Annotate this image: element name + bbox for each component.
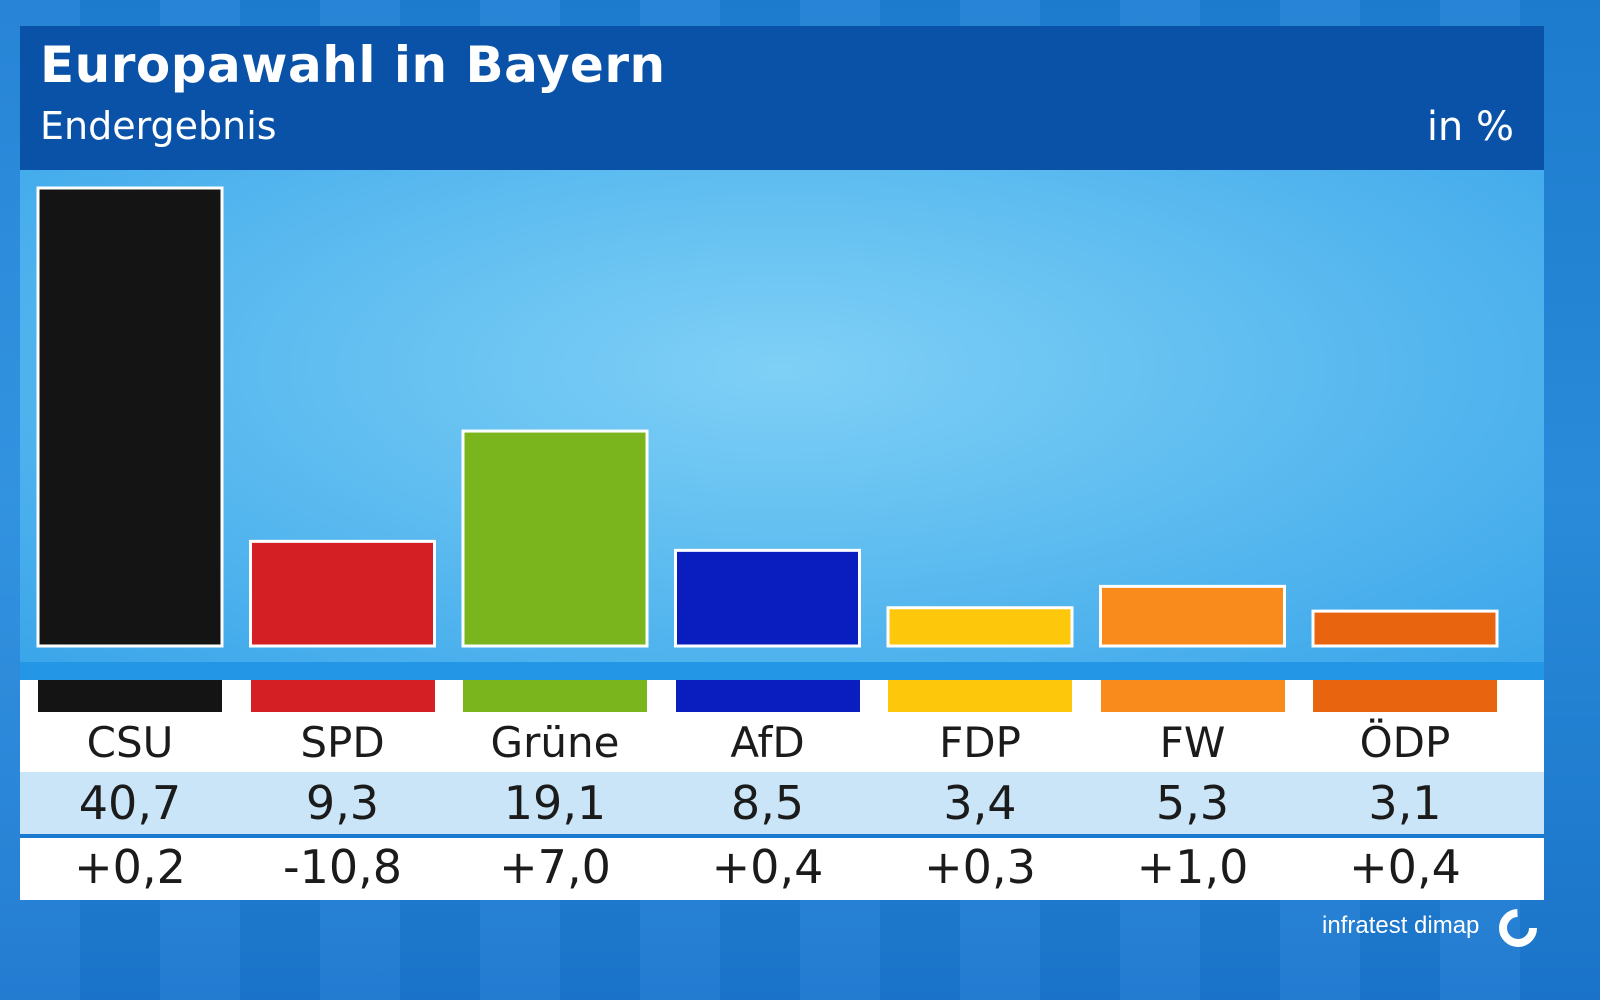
table-column: FW 5,3 +1,0 xyxy=(1100,680,1285,900)
bar-chart xyxy=(36,186,1499,648)
party-label: FDP xyxy=(939,718,1021,767)
change-label: +0,3 xyxy=(924,840,1036,894)
chart-title: Europawahl in Bayern xyxy=(40,36,666,94)
bar-fw xyxy=(1099,584,1286,648)
values-row-background xyxy=(20,772,1544,834)
party-color-swatch xyxy=(1313,680,1497,712)
party-label: Grüne xyxy=(490,718,620,767)
party-label: ÖDP xyxy=(1359,718,1451,767)
value-label: 19,1 xyxy=(503,776,607,830)
row-separator xyxy=(20,834,1544,838)
change-label: +1,0 xyxy=(1136,840,1249,894)
bar-ödp xyxy=(1311,609,1499,648)
party-label: AfD xyxy=(730,718,805,767)
party-label: SPD xyxy=(300,718,385,767)
infratest-logo-icon xyxy=(1499,909,1537,947)
unit-label: in % xyxy=(1426,104,1514,150)
party-label: CSU xyxy=(86,718,174,767)
value-label: 40,7 xyxy=(78,776,182,830)
party-label: FW xyxy=(1159,718,1226,767)
source-label: infratest dimap xyxy=(1322,912,1480,939)
chart-subtitle: Endergebnis xyxy=(40,104,277,148)
party-color-swatch xyxy=(463,680,647,712)
plot-area xyxy=(20,170,1544,666)
table-column: ÖDP 3,1 +0,4 xyxy=(1313,680,1497,900)
change-label: +0,4 xyxy=(1349,840,1461,894)
change-label: +7,0 xyxy=(499,840,611,894)
bar-afd xyxy=(674,548,861,648)
party-color-swatch xyxy=(38,680,222,712)
table-column: AfD 8,5 +0,4 xyxy=(675,680,860,900)
value-label: 3,1 xyxy=(1368,776,1442,830)
party-color-swatch xyxy=(1100,680,1285,712)
table-column: CSU 40,7 +0,2 xyxy=(38,680,222,900)
value-label: 3,4 xyxy=(943,776,1017,830)
bar-fdp xyxy=(886,606,1074,648)
party-color-swatch xyxy=(888,680,1072,712)
bar-spd xyxy=(249,539,436,648)
value-label: 8,5 xyxy=(730,776,805,830)
change-label: -10,8 xyxy=(282,840,403,894)
results-table: CSU 40,7 +0,2 SPD 9,3 -10,8 Grüne 19,1 +7,0 AfD 8,… xyxy=(20,680,1544,900)
party-color-swatch xyxy=(250,680,435,712)
change-label: +0,2 xyxy=(74,840,186,894)
table-column: FDP 3,4 +0,3 xyxy=(888,680,1072,900)
change-label: +0,4 xyxy=(711,840,824,894)
bar-grüne xyxy=(461,429,649,648)
chart-header: Europawahl in Bayern Endergebnis in % xyxy=(20,26,1544,170)
table-column: Grüne 19,1 +7,0 xyxy=(463,680,647,900)
value-label: 9,3 xyxy=(305,776,380,830)
bar-csu xyxy=(36,186,224,648)
value-label: 5,3 xyxy=(1155,776,1230,830)
party-color-swatch xyxy=(675,680,860,712)
table-column: SPD 9,3 -10,8 xyxy=(250,680,435,900)
chart-baseline xyxy=(20,662,1544,680)
